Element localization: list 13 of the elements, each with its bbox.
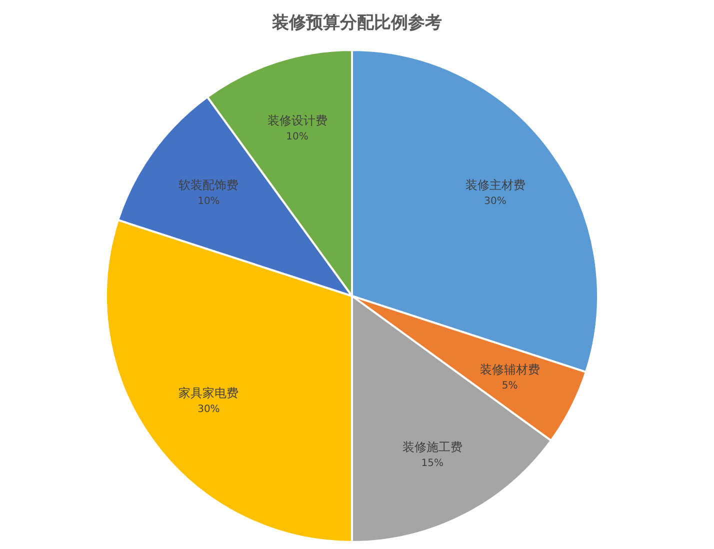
data-label: 5% <box>502 380 518 392</box>
slice-label: 装修施工费 <box>402 440 462 454</box>
slice-label: 装修主材费 <box>465 178 526 192</box>
slice-label: 装修设计费 <box>267 114 328 128</box>
slice-label: 家具家电费 <box>178 386 239 400</box>
data-label: 15% <box>421 458 444 469</box>
chart-title: 装修预算分配比例参考 <box>271 13 442 33</box>
data-label: 10% <box>198 196 220 207</box>
data-label: 30% <box>198 404 220 416</box>
slice-label: 装修辅材费 <box>480 362 540 376</box>
data-label: 10% <box>286 132 308 143</box>
slice-label: 软装配饰费 <box>178 178 239 192</box>
data-label: 30% <box>484 196 506 207</box>
